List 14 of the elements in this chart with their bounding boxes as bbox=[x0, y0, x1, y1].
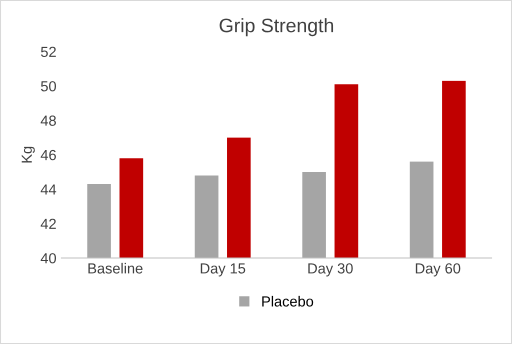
y-tick-label: 52 bbox=[40, 46, 56, 58]
y-tick-label: 40 bbox=[40, 253, 56, 264]
legend-label: Placebo bbox=[262, 296, 314, 307]
x-tick-label: Day 15 bbox=[200, 263, 246, 276]
y-tick-label: 42 bbox=[40, 218, 56, 229]
y-tick-label: 48 bbox=[40, 116, 56, 126]
y-axis-title: Kg bbox=[22, 146, 35, 163]
x-tick-label: Day 30 bbox=[308, 263, 353, 276]
y-tick-label: 46 bbox=[40, 150, 56, 160]
chart-title: Grip Strength bbox=[220, 18, 334, 36]
y-tick-label: 50 bbox=[40, 81, 56, 92]
x-tick-label: Baseline bbox=[88, 262, 143, 274]
x-tick-label: Day 60 bbox=[416, 263, 460, 276]
y-tick-label: 44 bbox=[40, 184, 56, 194]
